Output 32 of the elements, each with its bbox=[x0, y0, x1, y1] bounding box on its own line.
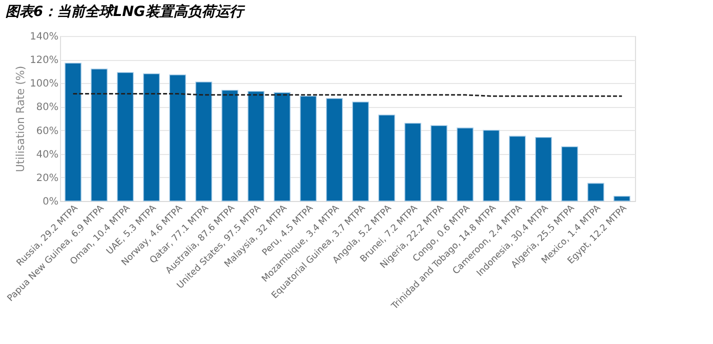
bar bbox=[378, 114, 396, 202]
bar bbox=[326, 98, 343, 202]
y-tick-label: 140% bbox=[30, 32, 58, 42]
bar bbox=[248, 90, 264, 202]
bar bbox=[143, 73, 160, 202]
bar bbox=[300, 96, 317, 202]
bar bbox=[352, 102, 369, 202]
bar bbox=[561, 146, 578, 202]
bar bbox=[456, 128, 474, 202]
bar bbox=[274, 92, 291, 202]
bar bbox=[195, 82, 212, 202]
bar bbox=[169, 74, 186, 202]
bar bbox=[221, 90, 238, 202]
y-tick-label: 40% bbox=[36, 149, 58, 160]
bar bbox=[508, 136, 526, 202]
bar bbox=[587, 182, 604, 202]
y-tick-label: 100% bbox=[30, 78, 58, 90]
bar bbox=[116, 72, 134, 202]
bar bbox=[404, 122, 422, 202]
y-axis-title: Utilisation Rate (%) bbox=[14, 66, 27, 172]
chart-title: 图表6：当前全球LNG装置高负荷运行 bbox=[5, 3, 246, 20]
bar bbox=[64, 62, 82, 202]
y-tick-label: 20% bbox=[36, 172, 58, 184]
y-tick-label: 0% bbox=[42, 196, 58, 208]
y-tick-label: 60% bbox=[36, 126, 58, 137]
y-tick-label: 80% bbox=[36, 102, 58, 114]
bar bbox=[430, 125, 448, 202]
bar bbox=[482, 130, 500, 202]
bar bbox=[535, 136, 552, 202]
bar bbox=[614, 196, 630, 202]
y-tick-label: 120% bbox=[30, 55, 58, 66]
bar bbox=[90, 68, 108, 202]
